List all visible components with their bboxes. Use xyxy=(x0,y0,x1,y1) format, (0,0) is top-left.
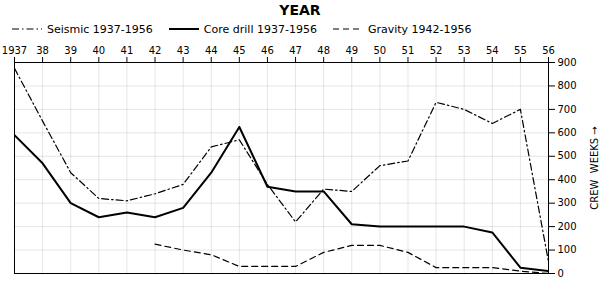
svg-text:55: 55 xyxy=(514,45,527,56)
svg-text:56: 56 xyxy=(542,45,555,56)
svg-text:50: 50 xyxy=(374,45,387,56)
svg-text:43: 43 xyxy=(177,45,190,56)
svg-text:52: 52 xyxy=(430,45,443,56)
svg-text:500: 500 xyxy=(558,150,577,161)
svg-text:45: 45 xyxy=(233,45,246,56)
svg-text:200: 200 xyxy=(558,221,577,232)
svg-text:51: 51 xyxy=(402,45,415,56)
svg-text:49: 49 xyxy=(345,45,358,56)
svg-text:38: 38 xyxy=(36,45,49,56)
svg-text:48: 48 xyxy=(317,45,330,56)
svg-text:300: 300 xyxy=(558,197,577,208)
svg-text:1937: 1937 xyxy=(2,45,27,56)
svg-text:CREW WEEKS →: CREW WEEKS → xyxy=(589,126,600,209)
svg-text:700: 700 xyxy=(558,104,577,115)
html-text:Seismic 1937-1956: Seismic 1937-1956 xyxy=(47,22,153,36)
html-text:YEAR: YEAR xyxy=(279,2,321,18)
svg-text:47: 47 xyxy=(289,45,302,56)
svg-text:44: 44 xyxy=(205,45,218,56)
svg-text:0: 0 xyxy=(558,268,564,279)
svg-text:100: 100 xyxy=(558,244,577,255)
svg-text:53: 53 xyxy=(458,45,471,56)
svg-text:41: 41 xyxy=(121,45,134,56)
svg-text:400: 400 xyxy=(558,174,577,185)
html-text:Gravity 1942-1956: Gravity 1942-1956 xyxy=(367,22,472,36)
svg-text:54: 54 xyxy=(486,45,499,56)
svg-text:40: 40 xyxy=(92,45,105,56)
html-text:Core drill 1937-1956: Core drill 1937-1956 xyxy=(203,22,317,36)
svg-text:800: 800 xyxy=(558,80,577,91)
svg-text:42: 42 xyxy=(149,45,162,56)
svg-text:46: 46 xyxy=(261,45,274,56)
svg-text:600: 600 xyxy=(558,127,577,138)
svg-text:39: 39 xyxy=(64,45,77,56)
svg-text:900: 900 xyxy=(558,57,577,68)
